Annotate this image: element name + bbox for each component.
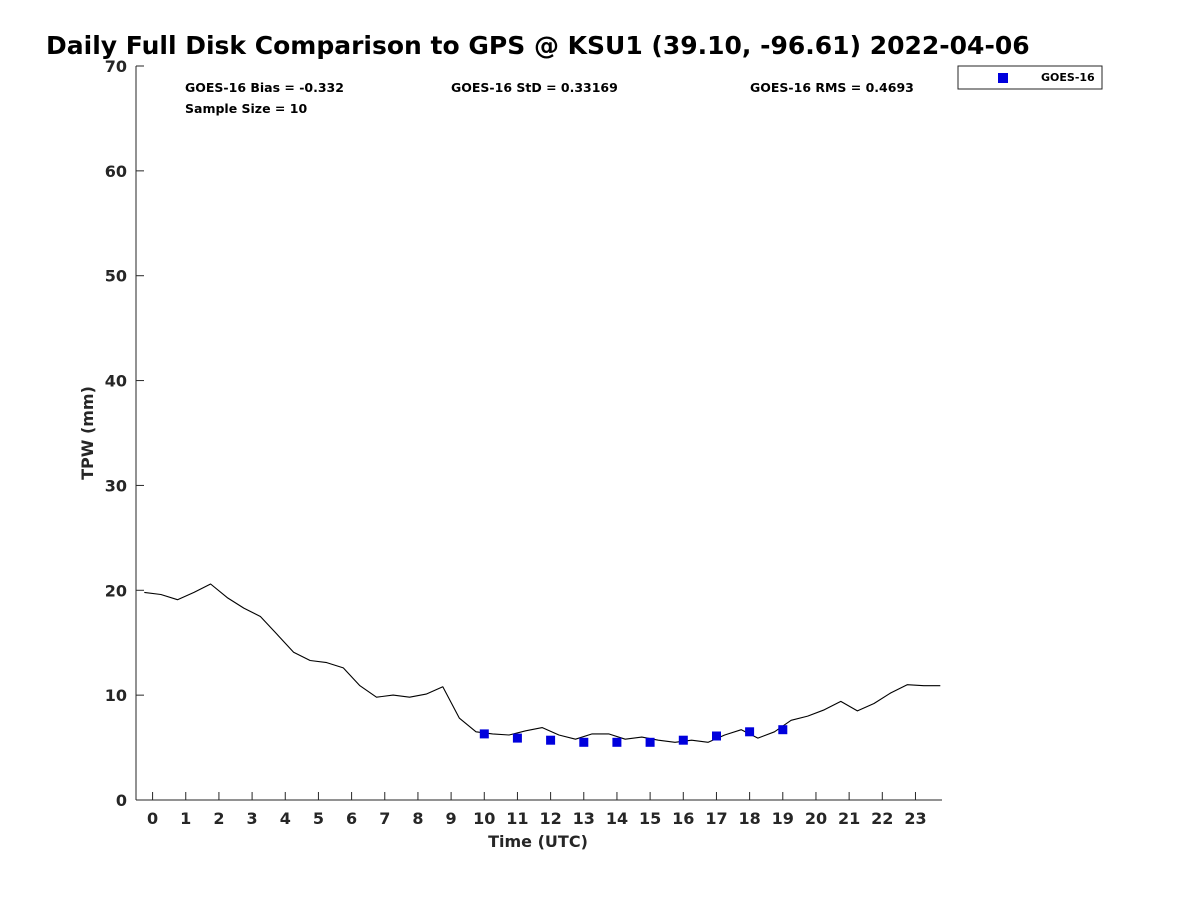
- goes16-point: [512, 733, 522, 743]
- y-tick-label: 70: [105, 57, 127, 76]
- bias-stat: GOES-16 Bias = -0.332: [185, 80, 344, 95]
- y-tick-label: 40: [105, 372, 127, 391]
- legend-label-goes16: GOES-16: [1041, 71, 1095, 84]
- legend: GOES-16: [957, 65, 1103, 90]
- x-tick-label: 5: [313, 809, 324, 828]
- goes16-point: [479, 729, 489, 739]
- y-ticks: 0 10 20 30 40 50 60 70: [105, 57, 144, 810]
- x-tick-label: 7: [379, 809, 390, 828]
- y-tick-label: 50: [105, 267, 127, 286]
- x-tick-label: 2: [213, 809, 224, 828]
- goes16-point: [745, 727, 755, 737]
- x-tick-label: 14: [606, 809, 628, 828]
- y-tick-label: 20: [105, 581, 127, 600]
- legend-box: [957, 65, 1103, 90]
- x-tick-label: 23: [904, 809, 926, 828]
- plot-axes: [135, 66, 942, 801]
- x-tick-label: 12: [539, 809, 561, 828]
- x-tick-label: 18: [738, 809, 760, 828]
- chart-title: Daily Full Disk Comparison to GPS @ KSU1…: [46, 31, 1030, 60]
- x-tick-label: 16: [672, 809, 694, 828]
- legend-marker-goes16: [998, 73, 1008, 83]
- goes16-point: [645, 737, 655, 747]
- sample-size-stat: Sample Size = 10: [185, 101, 307, 116]
- goes16-point: [546, 735, 556, 745]
- x-tick-label: 6: [346, 809, 357, 828]
- x-tick-label: 19: [772, 809, 794, 828]
- x-tick-label: 1: [180, 809, 191, 828]
- gps-tpw-line: [144, 583, 941, 743]
- series-layer: [144, 583, 941, 747]
- x-tick-label: 22: [871, 809, 893, 828]
- y-tick-label: 30: [105, 476, 127, 495]
- x-tick-label: 17: [705, 809, 727, 828]
- x-tick-label: 8: [412, 809, 423, 828]
- x-tick-label: 15: [639, 809, 661, 828]
- goes16-point: [778, 725, 788, 735]
- x-tick-label: 11: [506, 809, 528, 828]
- goes16-point: [612, 737, 622, 747]
- x-ticks: 0 1 2 3 4 5 6 7 8 9 10 11 12 13 14 15 16 17 18 19 20 21 22 23: [147, 792, 927, 828]
- x-tick-label: 4: [280, 809, 291, 828]
- x-axis-label: Time (UTC): [488, 832, 588, 851]
- goes16-point: [579, 737, 589, 747]
- y-tick-label: 0: [116, 791, 127, 810]
- x-tick-label: 21: [838, 809, 860, 828]
- x-tick-label: 10: [473, 809, 495, 828]
- goes16-point: [678, 735, 688, 745]
- x-tick-label: 3: [247, 809, 258, 828]
- x-tick-label: 0: [147, 809, 158, 828]
- x-tick-label: 13: [573, 809, 595, 828]
- y-tick-label: 10: [105, 686, 127, 705]
- x-tick-label: 9: [446, 809, 457, 828]
- goes16-point: [712, 731, 721, 741]
- y-axis-label: TPW (mm): [78, 386, 97, 480]
- y-tick-label: 60: [105, 162, 127, 181]
- rms-stat: GOES-16 RMS = 0.4693: [750, 80, 914, 95]
- std-stat: GOES-16 StD = 0.33169: [451, 80, 618, 95]
- x-tick-label: 20: [805, 809, 827, 828]
